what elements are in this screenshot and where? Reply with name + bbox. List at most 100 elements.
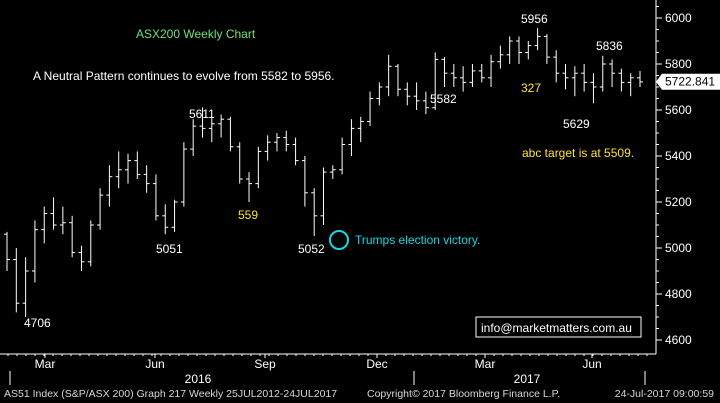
ohlc-bar bbox=[599, 55, 606, 92]
x-tick-label: Jun bbox=[145, 357, 164, 371]
url-text: info@marketmatters.com.au bbox=[481, 321, 632, 335]
ohlc-bar bbox=[218, 114, 225, 138]
ohlc-bar bbox=[348, 119, 355, 156]
y-tick-label: 4600 bbox=[665, 333, 692, 347]
ohlc-bar bbox=[562, 64, 569, 90]
ohlc-bar bbox=[134, 151, 141, 179]
ohlc-bar bbox=[78, 245, 85, 271]
x-tick-label: Mar bbox=[35, 357, 56, 371]
ohlc-bar bbox=[125, 153, 132, 184]
x-tick-label: Dec bbox=[366, 357, 387, 371]
annotation-327: 327 bbox=[521, 81, 541, 95]
annotation-559: 559 bbox=[238, 208, 258, 222]
ohlc-bar bbox=[637, 70, 643, 87]
ohlc-bar bbox=[13, 248, 20, 313]
ohlc-bar bbox=[50, 197, 57, 230]
ohlc-bar bbox=[534, 28, 541, 51]
ohlc-bar bbox=[627, 73, 634, 97]
ohlc-bar bbox=[590, 73, 597, 104]
annotation-5051: 5051 bbox=[156, 242, 183, 256]
ohlc-bar bbox=[394, 64, 401, 97]
ohlc-bar bbox=[609, 59, 616, 87]
x-year-label: 2016 bbox=[185, 372, 212, 386]
ohlc-bars bbox=[4, 28, 643, 317]
ohlc-bar bbox=[59, 206, 66, 235]
ohlc-bar bbox=[273, 133, 280, 152]
y-tick-label: 5200 bbox=[665, 195, 692, 209]
x-tick-label: Sep bbox=[254, 357, 276, 371]
ohlc-bar bbox=[199, 107, 206, 138]
y-tick-label: 5600 bbox=[665, 103, 692, 117]
ohlc-bar bbox=[469, 64, 476, 87]
ohlc-bar bbox=[171, 199, 178, 232]
ohlc-bar bbox=[543, 34, 550, 64]
ohlc-bar bbox=[41, 206, 48, 244]
last-price-marker bbox=[656, 73, 720, 90]
ohlc-bar bbox=[450, 64, 457, 87]
footer-bar: AS51 Index (S&P/ASX 200) Graph 217 Weekl… bbox=[0, 386, 720, 403]
ohlc-bar bbox=[329, 165, 336, 179]
ohlc-bar bbox=[227, 116, 234, 152]
y-tick-label: 5400 bbox=[665, 149, 692, 163]
ohlc-bar bbox=[246, 172, 253, 202]
ohlc-bar bbox=[162, 204, 169, 235]
last-price-label: 5722.841 bbox=[665, 75, 715, 89]
annotation-abc-target: abc target is at 5509. bbox=[522, 146, 634, 160]
ohlc-bar bbox=[152, 174, 159, 221]
ohlc-bar bbox=[413, 82, 420, 110]
url-box bbox=[475, 316, 642, 338]
y-tick-label: 4800 bbox=[665, 287, 692, 301]
ohlc-bar bbox=[422, 91, 429, 115]
ohlc-bar bbox=[4, 231, 10, 271]
chart-subtitle: A Neutral Pattern continues to evolve fr… bbox=[33, 69, 335, 83]
ohlc-bar bbox=[478, 64, 485, 83]
x-year-label: 2017 bbox=[514, 372, 541, 386]
ohlc-bar bbox=[376, 82, 383, 106]
x-tick-label: Jun bbox=[582, 357, 601, 371]
annotation-5629: 5629 bbox=[563, 117, 590, 131]
price-chart: 4600 4800 5000 5200 5400 5600 5800 6000 5722.841… bbox=[0, 0, 720, 386]
ohlc-bar bbox=[320, 167, 327, 225]
ohlc-bar bbox=[460, 66, 467, 92]
ohlc-bar bbox=[497, 45, 504, 69]
ohlc-bar bbox=[255, 146, 262, 189]
footer-copyright: Copyright© 2017 Bloomberg Finance L.P. bbox=[367, 388, 561, 400]
ohlc-bar bbox=[357, 116, 364, 143]
annotation-5582: 5582 bbox=[430, 92, 457, 106]
annotation-5836: 5836 bbox=[596, 39, 623, 53]
ohlc-bar bbox=[339, 137, 346, 175]
annotation-5611: 5611 bbox=[189, 107, 215, 121]
ohlc-bar bbox=[190, 119, 197, 156]
y-tick-label: 5000 bbox=[665, 241, 692, 255]
ohlc-bar bbox=[385, 54, 392, 97]
ohlc-bar bbox=[97, 188, 104, 230]
ohlc-bar bbox=[488, 54, 495, 87]
ohlc-bar bbox=[311, 188, 318, 237]
ohlc-bar bbox=[236, 142, 243, 184]
y-tick-label: 5800 bbox=[665, 57, 692, 71]
ohlc-bar bbox=[432, 52, 439, 110]
ohlc-bar bbox=[106, 165, 113, 207]
footer-index-info: AS51 Index (S&P/ASX 200) Graph 217 Weekl… bbox=[4, 388, 338, 400]
annotation-trumps-election: Trumps election victory. bbox=[355, 233, 480, 247]
ohlc-bar bbox=[515, 36, 522, 64]
x-axis: Mar Jun Sep Dec Mar Jun 2016 2017 bbox=[0, 353, 656, 386]
ohlc-bar bbox=[292, 137, 299, 166]
ohlc-bar bbox=[404, 82, 411, 106]
annotation-5052: 5052 bbox=[298, 242, 325, 256]
ohlc-bar bbox=[367, 91, 374, 127]
ohlc-bar bbox=[31, 220, 38, 283]
ohlc-bar bbox=[301, 156, 308, 207]
ohlc-bar bbox=[618, 68, 625, 92]
ohlc-bar bbox=[525, 41, 532, 60]
ohlc-bar bbox=[264, 135, 271, 161]
ohlc-bar bbox=[553, 50, 560, 83]
y-tick-label: 6000 bbox=[665, 11, 692, 25]
ohlc-bar bbox=[441, 57, 448, 87]
y-axis: 4600 4800 5000 5200 5400 5600 5800 6000 5722.841 bbox=[655, 0, 720, 354]
ohlc-bar bbox=[571, 66, 578, 97]
ohlc-bar bbox=[506, 36, 513, 64]
ohlc-bar bbox=[283, 130, 290, 152]
ohlc-bar bbox=[69, 215, 76, 258]
chart-title: ASX200 Weekly Chart bbox=[136, 27, 256, 41]
